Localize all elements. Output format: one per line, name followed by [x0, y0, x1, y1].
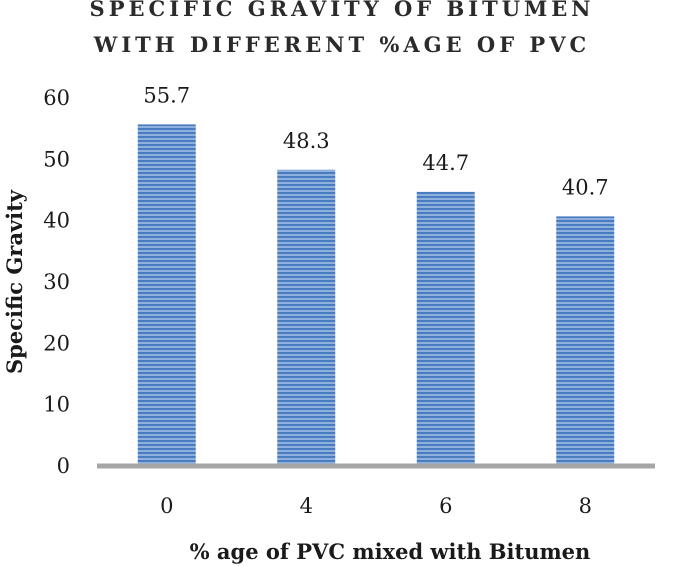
bars: [137, 124, 615, 466]
bar: [137, 124, 196, 466]
chart-title-line-1: SPECIFIC GRAVITY OF BITUMEN: [90, 0, 595, 21]
y-tick-label: 30: [43, 270, 70, 294]
y-tick-label: 50: [43, 147, 70, 171]
bar-value-label: 40.7: [562, 175, 609, 199]
x-tick-label: 8: [579, 494, 592, 518]
y-tick-label: 20: [43, 331, 70, 355]
y-axis-ticks: 0 10 20 30 40 50 60: [43, 86, 70, 478]
x-axis-title: % age of PVC mixed with Bitumen: [190, 539, 591, 564]
y-tick-label: 40: [43, 209, 70, 233]
y-tick-label: 10: [43, 393, 70, 417]
bar: [277, 169, 336, 466]
x-axis-ticks: 0 4 6 8: [160, 494, 592, 518]
x-tick-label: 4: [300, 494, 313, 518]
x-tick-label: 0: [160, 494, 173, 518]
data-labels: 55.7 48.3 44.7 40.7: [143, 83, 608, 199]
y-tick-label: 0: [57, 454, 70, 478]
y-axis-title: Specific Gravity: [2, 189, 27, 374]
bar-value-label: 48.3: [283, 129, 330, 153]
bar-value-label: 55.7: [143, 83, 190, 107]
bar-value-label: 44.7: [422, 151, 469, 175]
bar: [556, 216, 615, 466]
x-tick-label: 6: [439, 494, 452, 518]
bar: [416, 191, 475, 466]
chart-title-line-2: WITH DIFFERENT %AGE OF PVC: [93, 32, 590, 57]
y-tick-label: 60: [43, 86, 70, 110]
